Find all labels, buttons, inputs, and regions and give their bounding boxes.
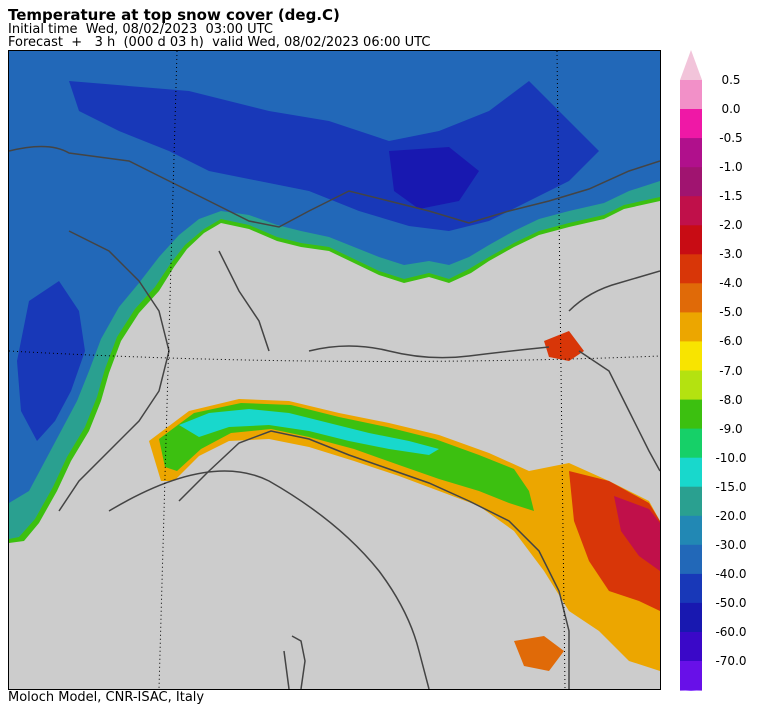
model-credit: Moloch Model, CNR-ISAC, Italy — [8, 690, 205, 705]
scale-label: -0.5 — [719, 131, 743, 146]
scale-label: -2.0 — [719, 218, 743, 233]
apennines-cyan — [179, 409, 439, 455]
scale-label: 0.0 — [721, 102, 741, 117]
corsica-outline — [283, 635, 306, 689]
scale-swatch — [680, 196, 702, 226]
alps-core-east — [389, 147, 479, 209]
scale-label: -1.5 — [719, 189, 743, 204]
scale-swatch — [680, 167, 702, 197]
color-scale-bar — [680, 48, 702, 693]
scale-label: -4.0 — [719, 276, 743, 291]
scale-swatch — [680, 399, 702, 430]
scale-label: -5.0 — [719, 305, 743, 320]
scale-label: -20.0 — [715, 508, 747, 523]
scale-swatch — [680, 283, 702, 313]
scale-swatch — [680, 544, 702, 575]
borders — [9, 145, 660, 689]
southern-orange-patch — [514, 636, 564, 671]
scale-swatch — [680, 341, 702, 371]
initial-time-line: Initial time Wed, 08/02/2023 03:00 UTC — [8, 22, 273, 37]
po-delta-hotspot — [544, 331, 584, 361]
scale-swatch — [680, 109, 702, 139]
scale-label: -30.0 — [715, 537, 747, 552]
scale-swatch — [680, 225, 702, 255]
scale-upper-extension — [680, 50, 702, 80]
map-canvas — [9, 51, 660, 689]
scale-swatch — [680, 457, 702, 488]
scale-swatch — [680, 632, 702, 662]
alps-core-north — [69, 81, 599, 231]
scale-label: -70.0 — [715, 654, 747, 668]
scale-label: -50.0 — [715, 595, 747, 610]
scale-label: 0.5 — [721, 73, 741, 87]
snow-temperature-map — [8, 50, 661, 690]
scale-swatch — [680, 602, 702, 633]
apennines-green-belt — [159, 403, 534, 511]
scale-label: -60.0 — [715, 624, 747, 639]
scale-label: -15.0 — [715, 479, 747, 494]
scale-label: -9.0 — [719, 421, 743, 436]
scale-swatch — [680, 370, 702, 401]
scale-label: -7.0 — [719, 363, 743, 378]
scale-swatch — [680, 80, 702, 110]
scale-swatch — [680, 515, 702, 546]
scale-swatch — [680, 254, 702, 284]
scale-lower-extension — [680, 690, 702, 691]
scale-swatch — [680, 312, 702, 342]
scale-label: -10.0 — [715, 450, 747, 465]
scale-label: -1.0 — [719, 160, 743, 175]
forecast-valid-line: Forecast + 3 h (000 d 03 h) valid Wed, 0… — [8, 35, 431, 50]
apennines-crimson-core — [614, 496, 660, 571]
scale-swatch — [680, 661, 702, 691]
scale-label: -40.0 — [715, 566, 747, 581]
scale-swatch — [680, 486, 702, 517]
scale-label: -3.0 — [719, 247, 743, 262]
scale-label: -8.0 — [719, 392, 743, 407]
scale-label: -6.0 — [719, 334, 743, 349]
alps-core-west — [17, 281, 85, 441]
map-title: Temperature at top snow cover (deg.C) — [8, 6, 340, 24]
scale-swatch — [680, 573, 702, 604]
scale-swatch — [680, 138, 702, 168]
color-scale-svg — [680, 50, 702, 691]
scale-swatch — [680, 428, 702, 459]
